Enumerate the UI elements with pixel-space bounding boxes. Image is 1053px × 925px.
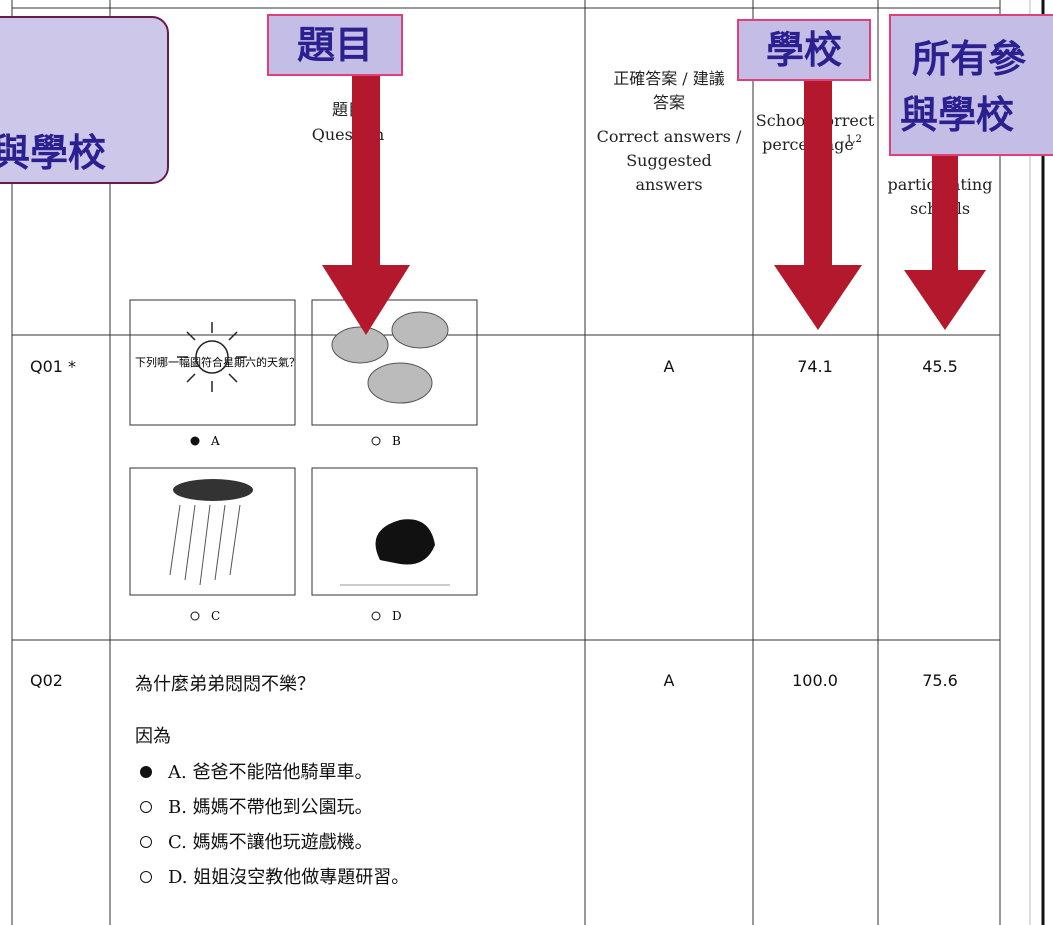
option-label: D bbox=[392, 609, 402, 623]
question-text: 下列哪一幅圖符合星期六的天氣？ bbox=[135, 355, 300, 369]
question-text: 為什麼弟弟悶悶不樂？ bbox=[135, 674, 315, 695]
option-bullet bbox=[140, 801, 152, 813]
header-text: Suggested bbox=[626, 151, 712, 170]
callout-text: 與學校 bbox=[0, 131, 106, 175]
option-bullet bbox=[371, 611, 381, 621]
all-percentage: 75.6 bbox=[922, 671, 958, 690]
callout-text: 與學校 bbox=[900, 93, 1014, 137]
callout-box bbox=[0, 16, 169, 184]
option-bullet bbox=[190, 436, 200, 446]
school-percentage: 100.0 bbox=[792, 671, 838, 690]
option-bullet bbox=[140, 766, 152, 778]
option-label: B bbox=[392, 434, 401, 448]
header-superscript: 1,2 bbox=[846, 134, 862, 145]
option-text: B. 媽媽不帶他到公園玩。 bbox=[168, 797, 373, 818]
lead-text: 因為 bbox=[135, 726, 171, 747]
options: A B C D bbox=[190, 434, 402, 623]
options: A. 爸爸不能陪他騎單車。 B. 媽媽不帶他到公園玩。 C. 媽媽不讓他玩遊戲機。 D… bbox=[140, 762, 409, 888]
callout-text: 所有參 bbox=[912, 37, 1027, 81]
option-bullet bbox=[140, 836, 152, 848]
option-text: D. 姐姐沒空教他做專題研習。 bbox=[168, 867, 409, 888]
option-label: A bbox=[210, 434, 220, 448]
callout-text: 學校 bbox=[766, 28, 842, 72]
answer: A bbox=[664, 357, 675, 376]
header-text: answers bbox=[635, 175, 702, 194]
option-label: C bbox=[211, 609, 220, 623]
option-bullet bbox=[140, 871, 152, 883]
callout-box bbox=[889, 14, 1053, 156]
option-bullet bbox=[190, 611, 200, 621]
arrows bbox=[322, 75, 986, 335]
weather-pictures bbox=[129, 299, 478, 596]
callout-box bbox=[267, 14, 403, 76]
option-text: A. 爸爸不能陪他騎單車。 bbox=[167, 762, 372, 783]
header-text: Correct answers / bbox=[597, 127, 742, 146]
header-text: 正確答案 / 建議 bbox=[613, 69, 725, 88]
answer: A bbox=[664, 671, 675, 690]
question-id: Q02 bbox=[30, 671, 63, 690]
option-text: C. 媽媽不讓他玩遊戲機。 bbox=[168, 832, 373, 853]
all-percentage: 45.5 bbox=[922, 357, 958, 376]
callout-text: 題目 bbox=[297, 23, 373, 67]
option-bullet bbox=[371, 436, 381, 446]
question-id: Q01 * bbox=[30, 357, 76, 376]
header-text: 答案 bbox=[653, 93, 685, 112]
school-percentage: 74.1 bbox=[797, 357, 833, 376]
callout-box bbox=[737, 19, 871, 81]
